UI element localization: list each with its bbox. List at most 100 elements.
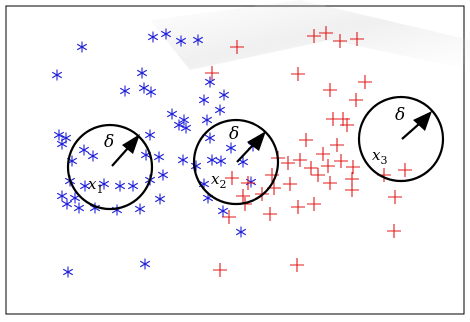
class-b-point	[330, 138, 344, 152]
radius-arrowhead-1	[122, 134, 140, 154]
class-a-point	[76, 41, 88, 53]
watermark-sheen	[150, 0, 470, 70]
class-a-point	[204, 132, 216, 144]
neighborhood-1: δ x1	[66, 123, 154, 211]
class-a-point	[51, 69, 63, 81]
class-b-point	[236, 189, 250, 203]
class-a-point	[225, 142, 237, 154]
class-b-point	[323, 176, 337, 190]
class-b-point	[350, 32, 364, 46]
neighborhood-circle-2	[192, 118, 280, 206]
class-a-point	[173, 119, 185, 131]
class-b-point	[299, 133, 313, 147]
neighborhood-circle-1	[66, 123, 154, 211]
class-b-point	[307, 197, 321, 211]
class-a-point	[166, 108, 178, 120]
class-b-point	[349, 93, 363, 107]
radius-arrow-shaft-1	[111, 147, 129, 167]
class-b-point	[225, 171, 239, 185]
class-a-point	[201, 114, 213, 126]
class-a-point	[147, 31, 159, 43]
class-b-point	[358, 75, 372, 89]
class-b-point	[311, 168, 325, 182]
class-a-point	[61, 198, 73, 210]
class-a-point	[198, 94, 210, 106]
class-b-point	[290, 258, 304, 272]
radius-arrowhead-2	[247, 131, 266, 151]
class-b-point	[291, 200, 305, 214]
class-a-point	[190, 160, 202, 172]
class-a-point	[73, 202, 85, 214]
probe-label-1: x1	[88, 175, 103, 196]
class-a-point	[204, 76, 216, 88]
class-a-point	[127, 180, 139, 192]
radius-label-2: δ	[229, 124, 239, 144]
class-a-point	[136, 67, 148, 79]
class-b-point	[241, 176, 255, 190]
class-b-point	[222, 210, 236, 224]
probe-label-2: x2	[211, 170, 226, 191]
radius-label-1: δ	[104, 132, 114, 152]
class-a-point	[53, 129, 65, 141]
class-a-point	[98, 178, 110, 190]
class-a-point	[134, 203, 146, 215]
class-b-point	[283, 177, 297, 191]
class-a-point	[235, 226, 247, 238]
class-b-point	[345, 172, 359, 186]
class-a-point	[78, 144, 90, 156]
class-b-point	[291, 67, 305, 81]
radius-arrow-shaft-2	[236, 144, 254, 163]
class-b-point	[334, 154, 348, 168]
class-a-point	[69, 192, 81, 204]
radius-label-3: δ	[395, 105, 405, 125]
class-a-point	[79, 180, 91, 192]
class-b-point	[316, 147, 330, 161]
class-b-point	[387, 224, 401, 238]
class-a-point	[139, 258, 151, 270]
class-a-point	[218, 89, 230, 101]
radius-arrow-shaft-3	[401, 123, 420, 140]
class-b-point	[323, 83, 337, 97]
class-a-point	[178, 114, 190, 126]
class-a-point	[214, 104, 226, 116]
class-a-point	[153, 151, 165, 163]
class-a-point	[215, 155, 227, 167]
class-b-point	[340, 118, 354, 132]
class-a-point	[177, 154, 189, 166]
class-a-point	[217, 205, 229, 217]
class-a-point	[144, 129, 156, 141]
class-b-point	[319, 26, 333, 40]
class-b-point	[293, 153, 307, 167]
class-a-point	[192, 34, 204, 46]
class-a-point	[114, 180, 126, 192]
class-b-point	[398, 163, 412, 177]
neighborhood-2: δ x2	[192, 118, 280, 206]
class-a-point	[119, 85, 131, 97]
class-a-point	[62, 266, 74, 278]
class-a-point	[175, 35, 187, 47]
class-a-point	[56, 190, 68, 202]
class-b-point	[333, 34, 347, 48]
class-b-point	[321, 159, 335, 173]
class-a-point	[157, 169, 169, 181]
class-b-point	[281, 156, 295, 170]
class-b-point	[336, 112, 350, 126]
probe-label-3: x3	[372, 146, 387, 167]
class-a-point	[56, 138, 68, 150]
class-a-point	[206, 154, 218, 166]
neighborhood-3: δ x3	[357, 95, 445, 183]
class-b-point	[213, 263, 227, 277]
class-b-point	[304, 161, 318, 175]
class-b-point	[307, 29, 321, 43]
class-a-point	[89, 202, 101, 214]
class-a-point	[154, 193, 166, 205]
class-a-point	[145, 86, 157, 98]
class-b-point	[263, 207, 277, 221]
class-a-point	[160, 28, 172, 40]
radius-arrowhead-3	[413, 111, 432, 131]
class-a-point	[87, 150, 99, 162]
class-b-point	[346, 160, 360, 174]
class-b-point	[388, 190, 402, 204]
class-b-point	[230, 40, 244, 54]
